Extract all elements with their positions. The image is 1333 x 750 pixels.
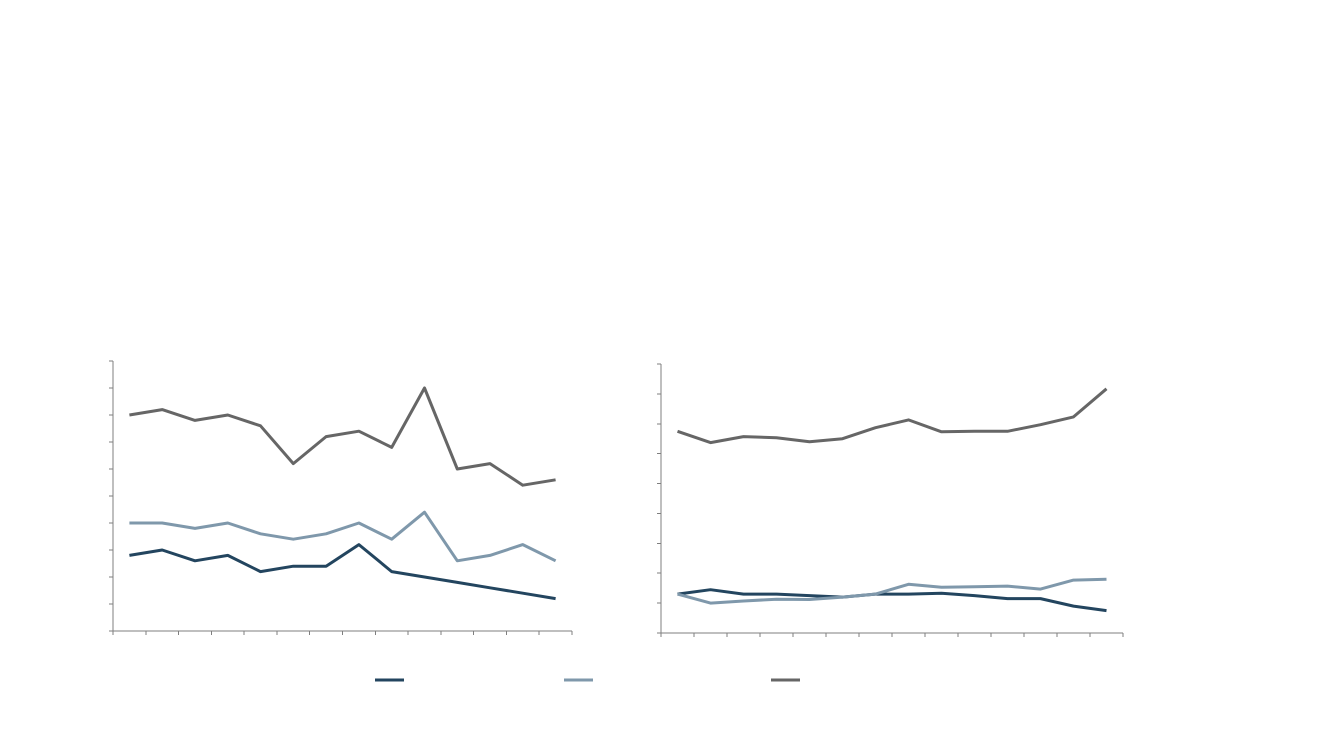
series-line-1	[129, 543, 556, 601]
series-line-1	[677, 588, 1107, 613]
series-line-3	[129, 386, 556, 487]
right-line-chart	[657, 363, 1124, 637]
series-line-2	[677, 577, 1107, 605]
series-line-3	[677, 387, 1108, 445]
left-line-chart	[109, 360, 573, 635]
series-line-2	[129, 510, 557, 563]
